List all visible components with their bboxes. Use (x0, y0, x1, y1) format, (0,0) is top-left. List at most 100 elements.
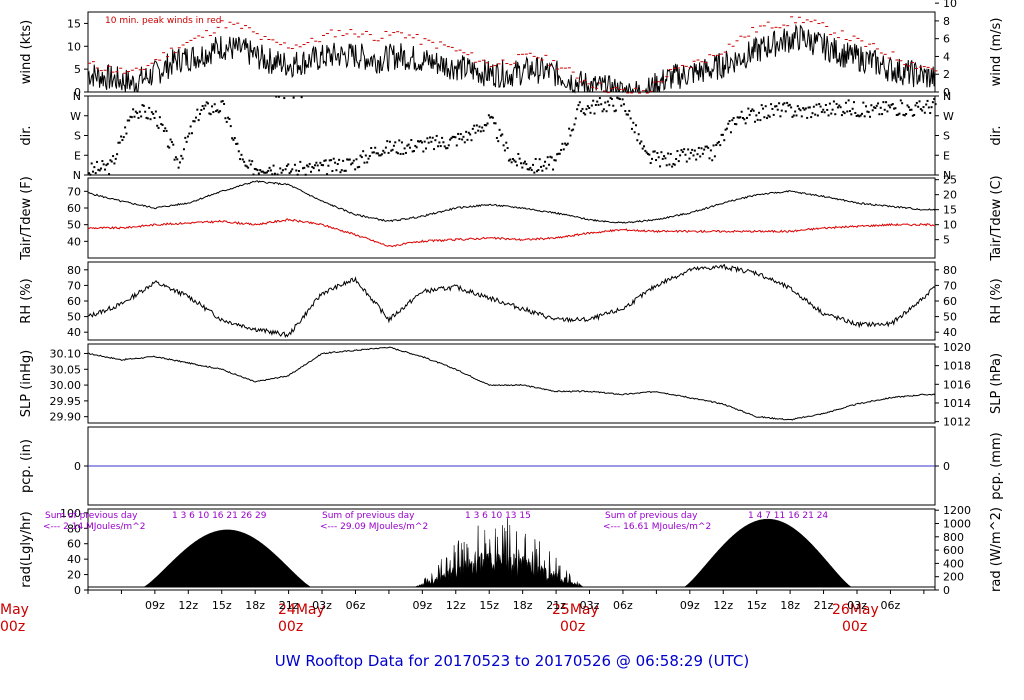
direction-point (894, 107, 897, 110)
direction-point (848, 110, 851, 113)
direction-point (509, 158, 512, 161)
direction-point (411, 150, 414, 153)
direction-point (463, 141, 466, 144)
direction-point (802, 107, 805, 110)
time-tick-label: 06z (881, 599, 901, 612)
direction-point (158, 116, 161, 119)
direction-point (663, 155, 666, 158)
direction-point (526, 168, 529, 171)
direction-point (129, 115, 132, 118)
direction-point (790, 106, 793, 109)
direction-point (221, 100, 224, 103)
direction-point (477, 129, 480, 132)
direction-point (879, 106, 882, 109)
direction-point (708, 157, 711, 160)
direction-point (331, 170, 334, 173)
direction-point (268, 166, 271, 169)
direction-point (723, 139, 726, 142)
direction-point (807, 106, 810, 109)
direction-point (721, 133, 724, 136)
right-tick-label: 1020 (943, 341, 971, 354)
direction-point (680, 149, 683, 152)
direction-point (661, 157, 664, 160)
left-tick-label: 50 (67, 219, 81, 232)
right-tick-label: 2 (943, 68, 950, 81)
direction-point (194, 116, 197, 119)
time-tick-label: 15z (479, 599, 499, 612)
direction-point (624, 110, 627, 113)
direction-point (497, 140, 500, 143)
direction-point (224, 117, 227, 120)
direction-point (764, 105, 767, 108)
direction-point (867, 111, 870, 114)
direction-point (565, 143, 568, 146)
direction-point (287, 163, 290, 166)
direction-point (90, 162, 93, 165)
direction-point (794, 110, 797, 113)
direction-point (870, 104, 873, 107)
direction-point (182, 148, 185, 151)
direction-point (933, 97, 936, 100)
direction-point (386, 140, 389, 143)
direction-point (541, 169, 544, 172)
direction-point (676, 150, 679, 153)
direction-point (184, 136, 187, 139)
direction-point (890, 103, 893, 106)
direction-point (910, 108, 913, 111)
direction-point (481, 126, 484, 129)
direction-point (474, 131, 477, 134)
direction-point (724, 128, 727, 131)
direction-point (190, 132, 193, 135)
direction-point (737, 116, 740, 119)
right-tick-label: 10 (943, 219, 957, 232)
y-axis-label-right: RH (%) (989, 278, 1004, 323)
direction-point (372, 151, 375, 154)
direction-point (366, 161, 369, 164)
direction-point (168, 146, 171, 149)
direction-point (519, 162, 522, 165)
direction-point (846, 110, 849, 113)
direction-point (858, 115, 861, 118)
direction-point (828, 102, 831, 105)
right-tick-label: 15 (943, 204, 957, 217)
annotation-sum: <--- 16.61 MJoules/m^2 (603, 522, 711, 532)
direction-point (836, 106, 839, 109)
direction-point (577, 104, 580, 107)
dir-tick-label: S (74, 130, 81, 143)
direction-point (779, 115, 782, 118)
direction-point (394, 141, 397, 144)
direction-point (929, 112, 932, 115)
direction-point (871, 109, 874, 112)
direction-point (499, 134, 502, 137)
direction-point (256, 169, 259, 172)
direction-point (521, 166, 524, 169)
right-tick-label: 1000 (943, 517, 971, 530)
direction-point (699, 155, 702, 158)
direction-point (137, 116, 140, 119)
direction-point (641, 147, 644, 150)
direction-point (645, 151, 648, 154)
direction-point (914, 104, 917, 107)
direction-point (188, 132, 191, 135)
direction-point (688, 157, 691, 160)
direction-point (450, 137, 453, 140)
direction-point (305, 164, 308, 167)
direction-point (749, 110, 752, 113)
direction-point (536, 170, 539, 173)
direction-point (823, 111, 826, 114)
right-tick-label: 1016 (943, 378, 971, 391)
day-time-3: 00z (560, 619, 585, 635)
direction-point (277, 95, 280, 98)
direction-point (839, 106, 842, 109)
direction-point (414, 144, 417, 147)
dir-tick-label: N (943, 90, 951, 103)
direction-point (375, 152, 378, 155)
direction-point (784, 110, 787, 113)
direction-point (743, 118, 746, 121)
direction-point (216, 109, 219, 112)
direction-point (406, 144, 409, 147)
direction-point (98, 169, 101, 172)
direction-point (906, 104, 909, 107)
direction-point (712, 144, 715, 147)
direction-point (382, 149, 385, 152)
